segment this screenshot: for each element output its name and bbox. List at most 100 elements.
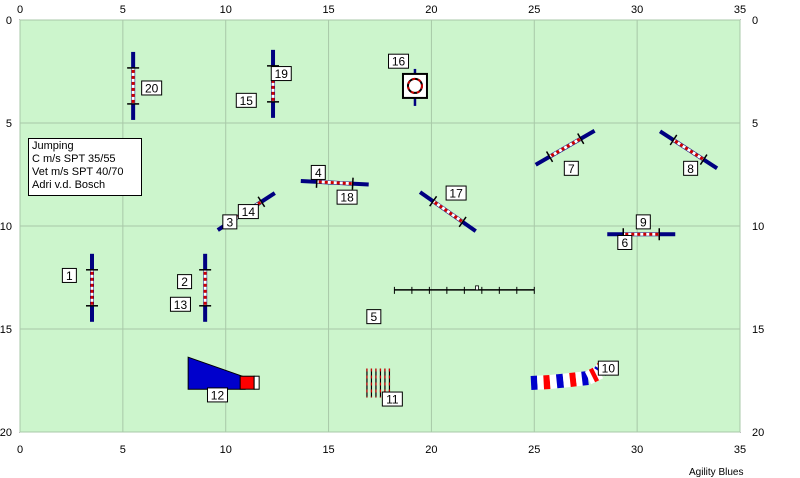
course-info-line: Adri v.d. Bosch	[32, 179, 106, 191]
jump-stand	[429, 195, 438, 207]
jump-stand	[257, 196, 266, 208]
obstacle-number: 4	[315, 166, 322, 180]
jump-bar-stripe	[131, 75, 135, 79]
obstacle-number-box	[270, 66, 292, 82]
x-tick-label: 10	[220, 4, 232, 16]
x-tick-label: 0	[17, 4, 23, 16]
x-tick-label: 15	[322, 444, 334, 456]
y-tick-label: 15	[752, 324, 764, 336]
obstacle-number: 12	[211, 388, 225, 402]
jump-stand	[351, 177, 354, 190]
jump-bar-stripe	[203, 301, 207, 305]
jump-bar-stripe	[571, 140, 576, 146]
course-info-line: Vet m/s SPT 40/70	[32, 166, 124, 178]
jump-bar-stripe	[458, 218, 463, 223]
y-tick-label: 20	[0, 427, 12, 439]
jump-bar-stripe	[203, 271, 207, 275]
obstacle-number-box	[445, 185, 467, 201]
obstacle-number: 9	[640, 215, 647, 229]
y-tick-label: 0	[6, 15, 12, 27]
jump-bar-stripe	[342, 181, 346, 185]
obstacle-number: 17	[449, 187, 463, 201]
walk-marker	[475, 285, 479, 291]
obstacle-number: 10	[602, 362, 616, 376]
obstacle-number-box	[177, 274, 193, 290]
jump-bar-stripe	[131, 81, 135, 85]
tunnel-segment	[562, 373, 571, 388]
jump-bar-stripe	[131, 87, 135, 91]
jump-obstacle	[127, 51, 140, 120]
jump-bar-stripe	[90, 283, 94, 287]
tire-frame	[401, 72, 428, 99]
obstacle-number-box	[222, 214, 238, 230]
credit-text: Agility Blues	[689, 467, 744, 478]
tunnel-segment	[581, 371, 589, 386]
obstacle-number: 15	[240, 94, 254, 108]
obstacle-number: 3	[226, 215, 233, 229]
x-tick-label: 5	[120, 444, 126, 456]
jump-bar-stripe	[649, 232, 653, 236]
jump-bar-stripe	[655, 232, 659, 236]
jump-stand	[699, 154, 708, 166]
jump-bar-stripe	[203, 277, 207, 281]
tire-ring-stripe	[406, 77, 423, 94]
obstacle-number: 14	[242, 205, 256, 219]
course-info-box: Jumping C m/s SPT 35/55 Vet m/s SPT 40/7…	[28, 138, 142, 196]
jump-bar-stripe	[448, 211, 453, 216]
jump-bar-stripe	[694, 152, 699, 158]
x-tick-label: 15	[322, 4, 334, 16]
obstacle-number-box	[597, 360, 619, 376]
jump-bar-stripe	[674, 139, 679, 144]
x-tick-label: 20	[425, 444, 437, 456]
y-tick-label: 20	[752, 427, 764, 439]
x-tick-label: 5	[120, 4, 126, 16]
obstacle-number-box	[169, 296, 191, 312]
x-tick-label: 0	[17, 444, 23, 456]
obstacle-number-box	[235, 92, 257, 108]
jump-obstacle	[534, 128, 596, 167]
obstacle-number-box	[141, 80, 163, 96]
x-tick-label: 35	[734, 444, 746, 456]
y-tick-label: 0	[752, 15, 758, 27]
jump-bar-stripe	[271, 85, 275, 89]
tunnel-segment	[584, 369, 596, 385]
jump-bar-stripe	[433, 201, 439, 206]
jump-bar-stripe	[131, 93, 135, 97]
jump-bar	[203, 269, 207, 306]
obstacle-number-box	[388, 53, 410, 69]
jump-bar-stripe	[438, 204, 444, 209]
obstacle-number: 8	[687, 162, 694, 176]
jump-bar-stripe	[90, 277, 94, 281]
chute-rim	[253, 375, 260, 390]
obstacle-number: 16	[392, 55, 406, 69]
jump-bar-stripe	[271, 97, 275, 101]
chute-opening	[239, 375, 255, 390]
jump-bar-stripe	[330, 181, 334, 185]
jump-bar-stripe	[679, 143, 684, 148]
obstacle-number: 20	[145, 81, 159, 95]
x-tick-label: 30	[631, 4, 643, 16]
obstacle-number: 19	[275, 67, 289, 81]
obstacle-number-box	[381, 391, 403, 407]
obstacle-number: 6	[621, 236, 628, 250]
obstacle-number-box	[310, 164, 326, 180]
obstacle-number-box	[617, 234, 633, 250]
jump-bar-stripe	[566, 143, 571, 149]
jump-stand	[545, 151, 554, 163]
x-tick-label: 25	[528, 444, 540, 456]
tunnel-segment	[555, 373, 565, 389]
jump-stand	[669, 134, 678, 146]
x-tick-label: 30	[631, 444, 643, 456]
obstacle-number: 18	[340, 191, 354, 205]
y-tick-label: 15	[0, 324, 12, 336]
jump-bar-stripe	[318, 180, 322, 184]
jump-bar-stripe	[555, 149, 560, 155]
obstacle-number: 7	[568, 162, 575, 176]
jump-bar-stripe	[203, 289, 207, 293]
jump-bar	[131, 67, 135, 104]
jump-obstacle	[300, 175, 369, 190]
obstacle-number-box	[635, 214, 651, 230]
